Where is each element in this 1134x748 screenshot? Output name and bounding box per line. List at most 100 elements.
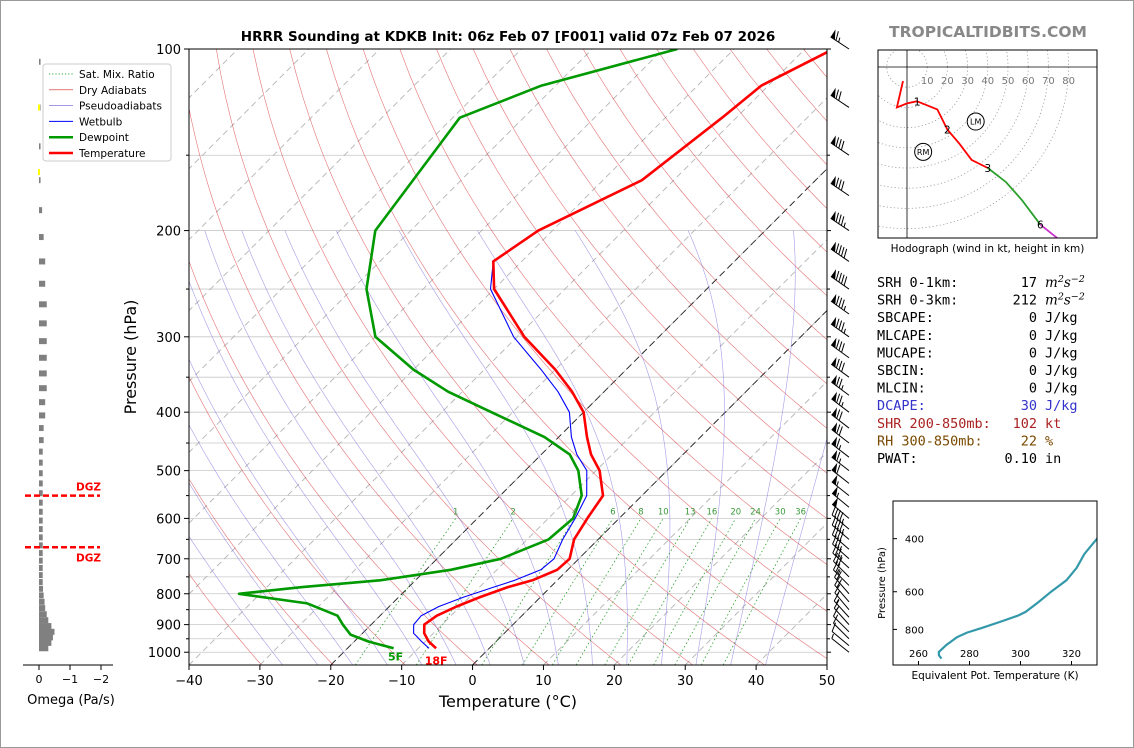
omega-bar <box>39 572 43 579</box>
wind-barb-half <box>835 598 840 604</box>
wind-barb <box>831 497 850 519</box>
omega-bar <box>39 634 53 641</box>
index-label: MLCAPE: <box>877 328 934 344</box>
theta-e-ytick-label: 800 <box>905 625 924 636</box>
mixing-ratio-line <box>481 518 576 665</box>
wind-barb-staff <box>833 622 850 640</box>
wind-barb-flag <box>831 293 837 305</box>
hodo-trace <box>895 80 918 109</box>
wind-barb-full <box>831 505 837 516</box>
storm-motion-label: RM <box>917 148 930 157</box>
wind-barb <box>830 356 850 378</box>
index-row: SBCIN: 0 J/kg <box>877 363 1078 379</box>
hodo-trace <box>1039 223 1059 238</box>
index-label: SRH 0-3km: <box>877 293 958 309</box>
mixing-ratio-label: 6 <box>610 507 615 517</box>
wind-barb-half <box>841 518 845 524</box>
wind-barb-staff <box>830 248 850 262</box>
wind-barb-half <box>843 328 846 334</box>
omega-bar <box>39 320 47 327</box>
omega-bar <box>39 399 46 406</box>
wind-barb-full <box>835 89 839 99</box>
dry-adiabat-line <box>582 49 827 341</box>
dry-adiabat-line <box>546 49 827 385</box>
wind-barb-full <box>839 512 844 522</box>
mixing-ratio-line <box>354 518 457 665</box>
x-tick-label: −10 <box>388 674 415 689</box>
index-unit: J/kg <box>1045 398 1078 414</box>
dry-adiabat-line <box>189 573 262 665</box>
mixing-ratio-label: 2 <box>510 507 515 517</box>
wind-barb-staff <box>830 323 850 338</box>
hodo-height-label: 1 <box>914 96 921 108</box>
omega-bar <box>39 177 41 184</box>
wind-barb-half <box>841 385 844 390</box>
omega-bar <box>39 550 43 557</box>
isotherm-line <box>189 49 310 170</box>
wind-barb-flag <box>831 436 838 447</box>
index-label: SRH 0-1km: <box>877 275 958 291</box>
wind-barb-half <box>839 545 843 551</box>
dry-adiabat-line <box>472 49 827 474</box>
wind-barb-full <box>840 246 845 257</box>
omega-highlight <box>38 169 40 176</box>
index-value: 0 <box>1029 363 1037 379</box>
index-label: SBCIN: <box>877 363 926 379</box>
y-tick-label: 200 <box>156 225 181 240</box>
theta-e-xtick-label: 320 <box>1062 649 1081 660</box>
pseudoadiabat-line <box>241 230 491 665</box>
wind-barb-full <box>836 424 841 434</box>
hodo-ring-label: 80 <box>1062 76 1075 87</box>
omega-bar <box>39 143 41 150</box>
omega-bar <box>39 499 43 506</box>
pseudoadiabat-line <box>574 230 671 665</box>
dry-adiabat-line <box>189 106 550 665</box>
theta-e-trace <box>937 537 1097 660</box>
pseudoadiabat-line <box>189 482 319 665</box>
wind-barb-half <box>836 590 840 596</box>
wind-barb <box>830 29 850 50</box>
omega-bar <box>39 470 43 477</box>
index-label: SBCAPE: <box>877 310 934 326</box>
wind-barb-full <box>832 544 838 554</box>
legend-label: Dewpoint <box>79 132 129 144</box>
wind-barb-full <box>843 248 848 259</box>
x-tick-label: −30 <box>246 674 273 689</box>
theta-e-xtick-label: 280 <box>960 649 979 660</box>
mixing-ratio-label: 13 <box>685 507 696 517</box>
wind-barb <box>831 407 850 429</box>
wind-barb <box>832 544 850 569</box>
key-isotherm-line <box>330 168 827 665</box>
wind-barb-staff <box>831 503 850 519</box>
y-tick-label: 500 <box>156 465 181 480</box>
wind-barb-staff <box>833 615 850 633</box>
wind-barb-full <box>838 272 842 283</box>
wind-barb-full <box>838 395 843 405</box>
y-tick-label: 1000 <box>148 646 181 661</box>
wind-barb-half <box>837 569 841 575</box>
wind-barb <box>830 269 850 290</box>
wind-barb-staff <box>831 631 850 646</box>
index-row: MUCAPE: 0 J/kg <box>877 345 1078 361</box>
wind-barb-full <box>835 270 840 281</box>
wind-barb-full <box>840 181 845 191</box>
wind-barb-full <box>835 177 840 187</box>
wind-barb-full <box>836 510 841 520</box>
index-row: PWAT: 0.10 in <box>877 451 1061 467</box>
wind-barb-full <box>836 579 843 588</box>
mixing-ratio-label: 20 <box>730 507 741 517</box>
isotherm-line <box>189 49 664 524</box>
pseudoadiabat-line <box>189 358 388 665</box>
wind-barb-full <box>838 320 843 330</box>
wind-barb-full <box>836 409 841 419</box>
hodo-ring-label: 70 <box>1042 76 1055 87</box>
hodograph-frame <box>877 49 1098 239</box>
y-tick-label: 700 <box>156 553 181 568</box>
x-tick-label: 50 <box>819 674 836 689</box>
x-tick-label: 30 <box>677 674 694 689</box>
omega-bar <box>39 592 44 599</box>
wind-barb-staff <box>830 94 850 108</box>
pseudoadiabat-line <box>687 230 725 665</box>
wind-barb-staff <box>834 592 850 610</box>
index-unit: J/kg <box>1045 381 1078 397</box>
